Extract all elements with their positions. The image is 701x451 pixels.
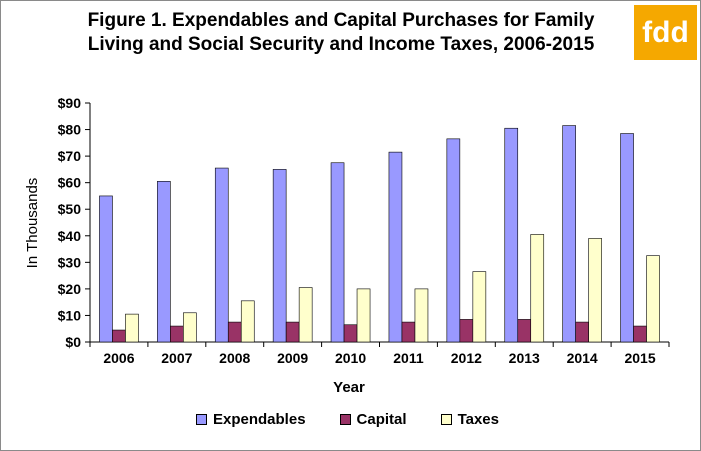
bar-capital-2010	[343, 324, 358, 343]
bar-capital-2012	[459, 319, 474, 343]
x-tick-label: 2007	[161, 350, 192, 366]
bar-expendables-2012	[446, 138, 461, 343]
y-tick-label: $80	[58, 122, 82, 138]
bar-expendables-2007	[157, 181, 171, 343]
x-tick-label: 2015	[624, 350, 655, 366]
chart-title-line-1: Figure 1. Expendables and Capital Purcha…	[87, 10, 595, 31]
bar-capital-2006	[112, 329, 126, 343]
y-tick-label: $40	[58, 228, 82, 244]
legend-label-capital: Capital	[356, 411, 407, 428]
bar-expendables-2006	[99, 195, 113, 343]
bar-capital-2008	[227, 321, 242, 343]
bar-taxes-2011	[414, 288, 429, 343]
bar-capital-2014	[575, 321, 589, 343]
x-axis-label: Year	[333, 379, 365, 396]
bar-expendables-2013	[504, 127, 519, 343]
x-tick-label: 2010	[335, 350, 366, 366]
y-axis-label: In Thousands	[24, 178, 41, 269]
chart-title: Figure 1. Expendables and Capital Purcha…	[61, 9, 621, 57]
bar-taxes-2014	[588, 238, 602, 343]
bar-taxes-2015	[646, 255, 660, 343]
bar-expendables-2010	[330, 162, 345, 343]
x-tick-label: 2013	[509, 350, 540, 366]
bar-expendables-2009	[272, 169, 287, 343]
y-tick-label: $60	[58, 175, 82, 191]
bar-expendables-2011	[388, 151, 403, 343]
x-tick-label: 2009	[277, 350, 308, 366]
plot-area: $0 $10 $20 $30 $40 $50 $60 $70 $80 $90 2006 2007 200…	[58, 95, 670, 366]
y-tick-label: $30	[58, 254, 82, 270]
x-tick-label: 2014	[567, 350, 598, 366]
bar-taxes-2010	[356, 288, 371, 343]
legend-item-capital: Capital	[339, 411, 407, 428]
logo-text: fdd	[642, 15, 689, 49]
bar-expendables-2015	[620, 133, 634, 343]
plot-background	[90, 103, 669, 342]
legend-swatch-expendables	[196, 414, 207, 425]
y-tick-label: $10	[58, 307, 82, 323]
legend-label-taxes: Taxes	[457, 411, 499, 428]
legend-label-expendables: Expendables	[213, 411, 306, 428]
bar-capital-2013	[517, 319, 532, 343]
y-tick-label: $0	[65, 334, 81, 350]
bar-taxes-2013	[530, 234, 545, 343]
legend-item-expendables: Expendables	[196, 411, 306, 428]
chart-title-line-2: Living and Social Security and Income Ta…	[87, 34, 595, 55]
legend-swatch-taxes	[440, 414, 452, 425]
bar-taxes-2009	[298, 287, 313, 343]
bar-capital-2007	[170, 325, 184, 343]
legend-swatch-capital	[339, 414, 351, 425]
bar-capital-2015	[633, 325, 647, 343]
y-tick-label: $70	[58, 148, 82, 164]
y-tick-label: $50	[58, 201, 82, 217]
bar-expendables-2008	[214, 167, 229, 343]
bar-taxes-2008	[240, 300, 255, 343]
bar-taxes-2006	[125, 313, 139, 343]
bar-capital-2011	[401, 321, 416, 343]
legend: Expendables Capital Taxes	[196, 411, 533, 428]
bar-capital-2009	[285, 321, 300, 343]
fdd-logo: fdd	[634, 5, 697, 60]
y-tick-label: $20	[58, 281, 82, 297]
x-tick-label: 2008	[219, 350, 250, 366]
bar-taxes-2007	[183, 312, 197, 343]
bar-expendables-2014	[562, 125, 576, 343]
x-tick-label: 2011	[393, 350, 424, 366]
x-tick-label: 2006	[103, 350, 134, 366]
x-tick-label: 2012	[451, 350, 482, 366]
y-tick-label: $90	[58, 95, 82, 111]
bar-taxes-2012	[472, 271, 487, 343]
legend-item-taxes: Taxes	[440, 411, 499, 428]
